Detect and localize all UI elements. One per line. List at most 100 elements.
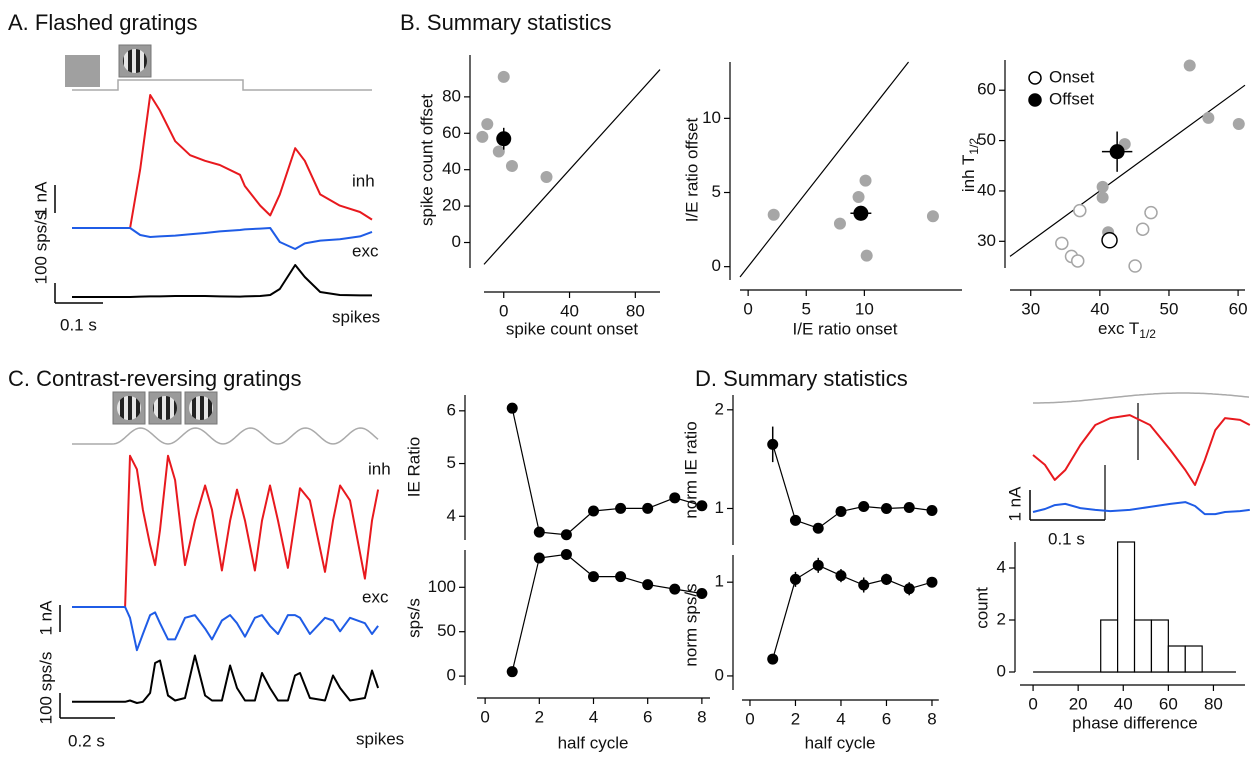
point [767,208,780,221]
blank-stimulus [65,55,100,87]
x-tick-label: 10 [855,299,874,318]
trace [1032,414,1251,486]
trace-label: spikes [356,729,404,748]
trace [72,454,380,608]
axis-label: half cycle [805,733,876,752]
trace [72,264,372,298]
grating [153,396,177,420]
scale-bar-label: 100 sps/s [31,212,50,285]
x-tick-label: 0 [743,299,752,318]
axis-label: sps/s [404,598,423,638]
trace [72,227,373,250]
y-tick-label: 60 [442,123,461,142]
point [833,217,846,230]
x-tick-label: 4 [589,707,598,726]
line [511,408,703,536]
point [533,526,545,538]
x-tick-label: 40 [1090,299,1109,318]
scale-bar-label: 0.1 s [60,315,97,334]
point [1073,203,1087,218]
bar [1117,541,1136,673]
y-tick-label: 1 [715,498,724,517]
point [835,505,847,517]
trace-label: inh [352,171,375,190]
x-tick-label: 0 [499,301,508,320]
point [696,588,708,600]
point [903,502,915,513]
point [1128,259,1142,273]
axis-label-text: inh T [959,155,978,193]
legend-label: Onset [1049,67,1095,86]
point [588,505,599,517]
trace [72,94,373,229]
y-tick-label: 4 [997,557,1006,576]
scale-bar-label: 1 nA [31,181,50,217]
bar [1184,645,1203,673]
point [926,504,938,516]
point [858,579,870,591]
point [669,492,681,504]
axis-label: phase difference [1072,713,1197,732]
y-tick-label: 100 [428,577,456,596]
axis-label: I/E ratio onset [793,319,898,338]
grating [189,396,213,420]
point [588,571,599,583]
point [880,573,892,585]
x-tick-label: 2 [791,709,800,728]
bar [1100,619,1119,673]
point [1183,59,1196,72]
line [511,553,702,672]
stimulus-c [112,391,218,425]
point [560,548,572,560]
point [696,500,708,512]
panel-title: B. Summary statistics [400,10,611,35]
axis-label: half cycle [558,733,629,752]
trace-label: inh [368,459,391,478]
trace-label: exc [362,587,389,606]
bar [1133,619,1153,673]
y-tick-label: 0 [997,661,1006,680]
point [852,190,865,203]
x-tick-label: 0 [1028,694,1037,713]
x-tick-label: 40 [560,301,579,320]
scale-bar-label: 1 nA [1005,486,1024,522]
x-tick-label: 50 [1160,299,1179,318]
x-tick-label: 0 [480,707,489,726]
point [496,131,512,147]
legend-marker [1028,71,1042,85]
point [642,502,654,514]
point [1202,111,1215,124]
point [860,249,873,262]
x-tick-label: 6 [882,709,891,728]
point [1096,180,1109,193]
grating [123,49,147,73]
point [481,118,494,131]
axis-label-text: exc T [1098,319,1139,338]
point [497,70,510,83]
bar [1150,619,1169,673]
point [1096,191,1109,204]
axis-label-sub: 1/2 [1139,327,1156,341]
y-tick-label: 5 [712,182,721,201]
identity-line [1009,84,1246,257]
y-tick-label: 50 [437,621,456,640]
y-tick-label: 0 [447,666,456,685]
axis-label: exc T1/2 [1098,319,1156,341]
point [492,145,505,158]
x-tick-label: 30 [1021,299,1040,318]
x-tick-label: 8 [927,709,936,728]
grating [117,396,141,420]
axis-label: inh T1/2 [959,138,981,193]
point [506,402,518,414]
scale-bar-label: 0.1 s [1048,529,1085,548]
axis-label: count [972,587,991,629]
point [835,570,847,582]
identity-line [483,69,661,265]
point [1135,222,1150,236]
point [642,579,654,591]
legend-marker [1028,93,1042,107]
point [1055,236,1069,251]
point [1101,232,1118,249]
point [789,573,801,585]
